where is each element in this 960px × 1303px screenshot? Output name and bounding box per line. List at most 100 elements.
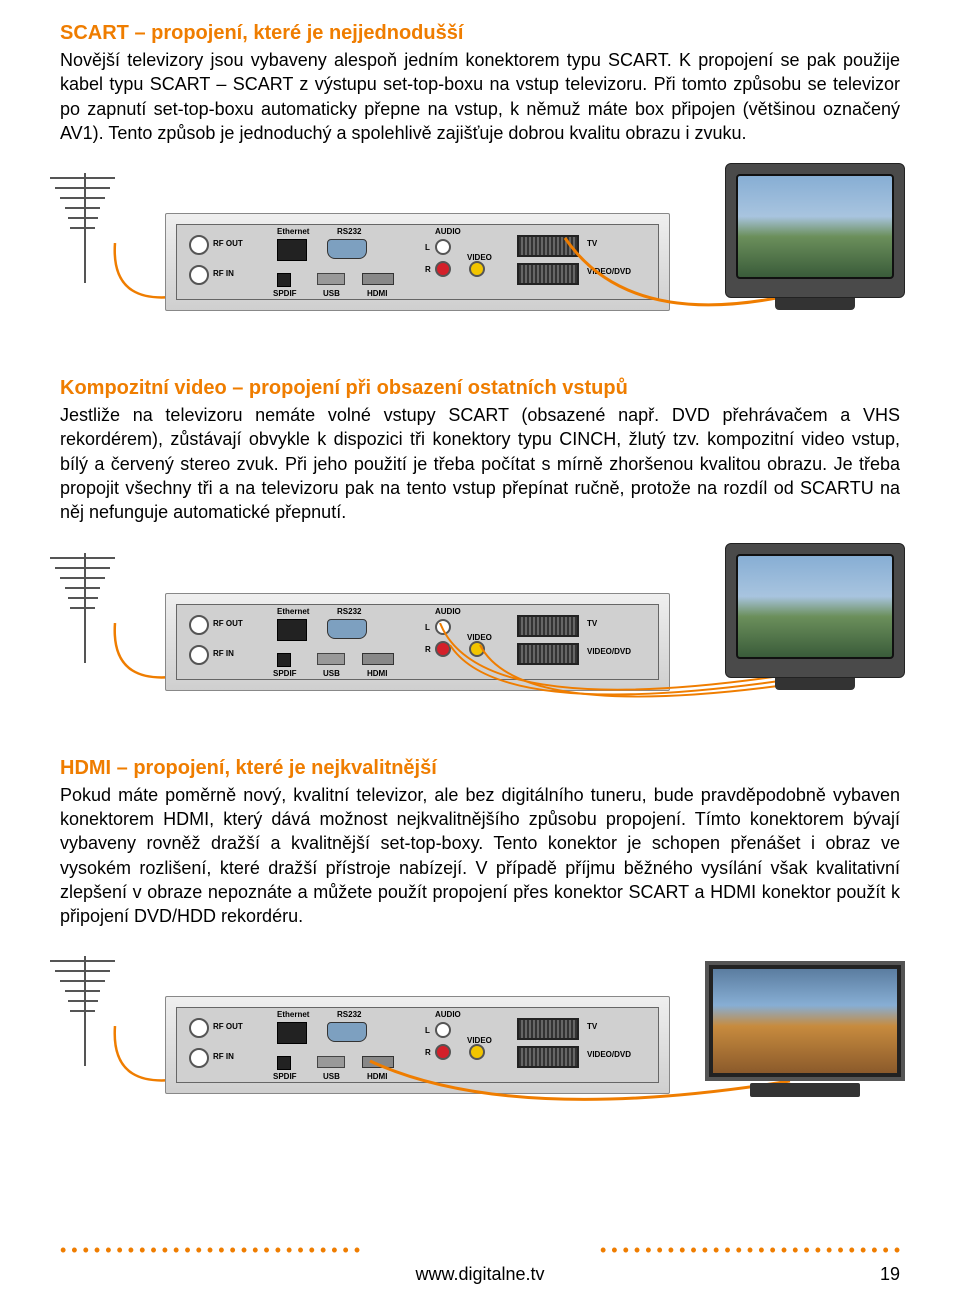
body-hdmi: Pokud máte poměrně nový, kvalitní televi… bbox=[60, 783, 900, 929]
set-top-box: RF OUT RF IN Ethernet RS232 SPDIF USB HD… bbox=[165, 593, 670, 691]
stb-panel: RF OUT RF IN Ethernet RS232 SPDIF USB HD… bbox=[176, 1007, 659, 1083]
section-scart: SCART – propojení, které je nejjednodušš… bbox=[60, 20, 900, 145]
ethernet-port bbox=[277, 1022, 307, 1044]
usb-port bbox=[317, 653, 345, 665]
audio-label: AUDIO bbox=[435, 227, 461, 236]
ethernet-label: Ethernet bbox=[277, 1010, 309, 1019]
vd-label: VIDEO/DVD bbox=[587, 267, 631, 276]
rs232-label: RS232 bbox=[337, 1010, 361, 1019]
heading-hdmi: HDMI – propojení, které je nejkvalitnějš… bbox=[60, 755, 900, 781]
l-label: L bbox=[425, 623, 430, 632]
scart-tv bbox=[517, 235, 579, 257]
usb-label: USB bbox=[323, 669, 340, 678]
rca-red bbox=[435, 641, 451, 657]
scart-tv bbox=[517, 615, 579, 637]
stb-panel: RF OUT RF IN Ethernet RS232 SPDIF USB HD… bbox=[176, 224, 659, 300]
rs232-label: RS232 bbox=[337, 607, 361, 616]
usb-port bbox=[317, 1056, 345, 1068]
video-label: VIDEO bbox=[467, 633, 492, 642]
rs232-label: RS232 bbox=[337, 227, 361, 236]
rca-white bbox=[435, 1022, 451, 1038]
spdif-port bbox=[277, 1056, 291, 1070]
set-top-box: RF OUT RF IN Ethernet RS232 SPDIF USB HD… bbox=[165, 996, 670, 1094]
tv-label: TV bbox=[587, 1022, 597, 1031]
r-label: R bbox=[425, 1048, 431, 1057]
diagram-composite: RF OUT RF IN Ethernet RS232 SPDIF USB HD… bbox=[60, 543, 900, 733]
ethernet-port bbox=[277, 619, 307, 641]
rca-white bbox=[435, 239, 451, 255]
vd-label: VIDEO/DVD bbox=[587, 647, 631, 656]
ethernet-port bbox=[277, 239, 307, 261]
rca-red bbox=[435, 1044, 451, 1060]
tv-body bbox=[725, 163, 905, 298]
ethernet-label: Ethernet bbox=[277, 607, 309, 616]
section-hdmi: HDMI – propojení, které je nejkvalitnějš… bbox=[60, 755, 900, 929]
body-scart: Novější televizory jsou vybaveny alespoň… bbox=[60, 48, 900, 145]
rca-yellow bbox=[469, 1044, 485, 1060]
tv-flat-body bbox=[705, 961, 905, 1081]
rs232-port bbox=[327, 239, 367, 259]
scart-vd bbox=[517, 1046, 579, 1068]
antenna-icon bbox=[30, 946, 120, 1086]
tv-label: TV bbox=[587, 619, 597, 628]
scart-vd bbox=[517, 263, 579, 285]
usb-label: USB bbox=[323, 289, 340, 298]
ethernet-label: Ethernet bbox=[277, 227, 309, 236]
antenna-icon bbox=[30, 543, 120, 683]
tv-label: TV bbox=[587, 239, 597, 248]
usb-port bbox=[317, 273, 345, 285]
rf-in-port bbox=[189, 1048, 209, 1068]
spdif-port bbox=[277, 653, 291, 667]
tv-crt bbox=[725, 163, 905, 318]
dots-left: ••••••••••••••••••••••••••••••• bbox=[60, 1240, 360, 1261]
vd-label: VIDEO/DVD bbox=[587, 1050, 631, 1059]
l-label: L bbox=[425, 1026, 430, 1035]
tv-flat-screen bbox=[713, 969, 897, 1073]
rf-out-port bbox=[189, 615, 209, 635]
tv-body bbox=[725, 543, 905, 678]
rf-in-label: RF IN bbox=[213, 269, 234, 278]
r-label: R bbox=[425, 645, 431, 654]
hdmi-label: HDMI bbox=[367, 669, 387, 678]
spdif-port bbox=[277, 273, 291, 287]
tv-crt bbox=[725, 543, 905, 698]
rs232-port bbox=[327, 1022, 367, 1042]
r-label: R bbox=[425, 265, 431, 274]
rf-out-label: RF OUT bbox=[213, 239, 243, 248]
scart-vd bbox=[517, 643, 579, 665]
audio-label: AUDIO bbox=[435, 607, 461, 616]
hdmi-port bbox=[362, 653, 394, 665]
tv-stand bbox=[775, 298, 855, 310]
spdif-label: SPDIF bbox=[273, 1072, 297, 1081]
stb-panel: RF OUT RF IN Ethernet RS232 SPDIF USB HD… bbox=[176, 604, 659, 680]
audio-label: AUDIO bbox=[435, 1010, 461, 1019]
usb-label: USB bbox=[323, 1072, 340, 1081]
antenna-icon bbox=[30, 163, 120, 303]
rca-yellow bbox=[469, 641, 485, 657]
heading-scart: SCART – propojení, které je nejjednodušš… bbox=[60, 20, 900, 46]
page-number: 19 bbox=[880, 1264, 900, 1285]
rf-in-port bbox=[189, 265, 209, 285]
rf-in-port bbox=[189, 645, 209, 665]
rf-in-label: RF IN bbox=[213, 1052, 234, 1061]
rf-out-port bbox=[189, 235, 209, 255]
tv-stand bbox=[775, 678, 855, 690]
tv-screen bbox=[736, 554, 894, 659]
section-composite: Kompozitní video – propojení při obsazen… bbox=[60, 375, 900, 524]
spdif-label: SPDIF bbox=[273, 669, 297, 678]
tv-screen bbox=[736, 174, 894, 279]
heading-composite: Kompozitní video – propojení při obsazen… bbox=[60, 375, 900, 401]
body-composite: Jestliže na televizoru nemáte volné vstu… bbox=[60, 403, 900, 524]
rf-out-label: RF OUT bbox=[213, 1022, 243, 1031]
scart-tv bbox=[517, 1018, 579, 1040]
hdmi-port bbox=[362, 273, 394, 285]
diagram-scart: RF OUT RF IN Ethernet RS232 SPDIF USB HD… bbox=[60, 163, 900, 353]
spdif-label: SPDIF bbox=[273, 289, 297, 298]
rca-white bbox=[435, 619, 451, 635]
rf-in-label: RF IN bbox=[213, 649, 234, 658]
tv-flat-stand bbox=[750, 1083, 860, 1097]
hdmi-label: HDMI bbox=[367, 1072, 387, 1081]
rf-out-label: RF OUT bbox=[213, 619, 243, 628]
rs232-port bbox=[327, 619, 367, 639]
footer-url: www.digitalne.tv bbox=[0, 1264, 960, 1285]
